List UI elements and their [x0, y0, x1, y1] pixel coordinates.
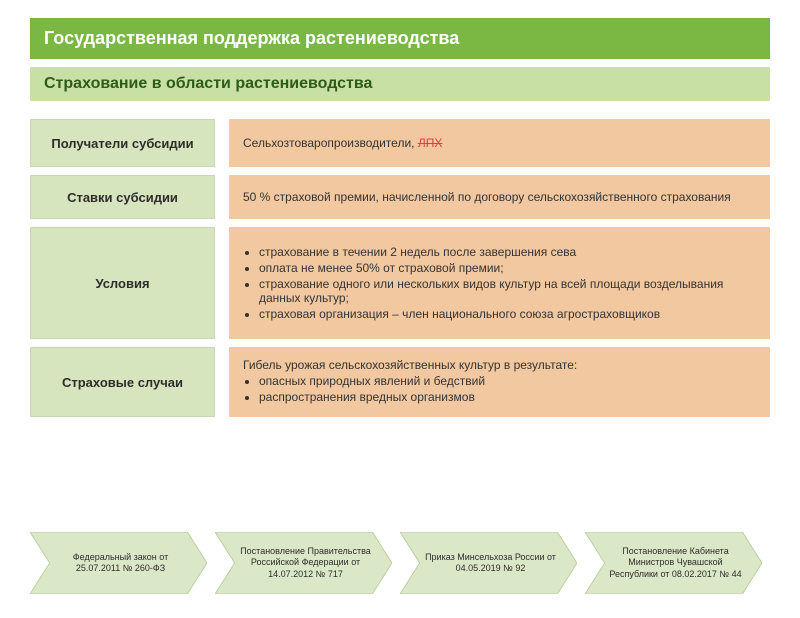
bullet-item: распространения вредных организмов	[259, 390, 756, 404]
row-label: Получатели субсидии	[30, 119, 215, 167]
bullet-item: оплата не менее 50% от страховой премии;	[259, 261, 756, 275]
legal-text: Федеральный закон от 25.07.2011 № 260-ФЗ	[30, 532, 207, 594]
legal-flow: Федеральный закон от 25.07.2011 № 260-ФЗ…	[30, 528, 770, 598]
row-content: Сельхозтоваропроизводители, ЛПХ	[229, 119, 770, 167]
info-row: Ставки субсидии 50 % страховой премии, на…	[30, 175, 770, 219]
page-title: Государственная поддержка растениеводств…	[30, 18, 770, 59]
legal-chevron: Постановление Кабинета Министров Чувашск…	[585, 532, 762, 594]
bullet-item: опасных природных явлений и бедствий	[259, 374, 756, 388]
bullet-item: страхование одного или нескольких видов …	[259, 277, 756, 305]
info-row: Условия страхование в течении 2 недель по…	[30, 227, 770, 339]
row-content: Гибель урожая сельскохозяйственных культ…	[229, 347, 770, 417]
row-text: 50 % страховой премии, начисленной по до…	[243, 190, 756, 204]
legal-chevron: Федеральный закон от 25.07.2011 № 260-ФЗ	[30, 532, 207, 594]
strike-text: ЛПХ	[418, 136, 443, 150]
legal-chevron: Постановление Правительства Российской Ф…	[215, 532, 392, 594]
row-label: Страховые случаи	[30, 347, 215, 417]
legal-chevron: Приказ Минсельхоза России от 04.05.2019 …	[400, 532, 577, 594]
page-subtitle: Страхование в области растениеводства	[30, 67, 770, 101]
row-label: Ставки субсидии	[30, 175, 215, 219]
row-text: Сельхозтоваропроизводители, ЛПХ	[243, 136, 756, 150]
legal-text: Постановление Правительства Российской Ф…	[215, 532, 392, 594]
info-rows: Получатели субсидии Сельхозтоваропроизвод…	[30, 119, 770, 417]
legal-text: Постановление Кабинета Министров Чувашск…	[585, 532, 762, 594]
row-content: страхование в течении 2 недель после зав…	[229, 227, 770, 339]
bullet-item: страхование в течении 2 недель после зав…	[259, 245, 756, 259]
row-label: Условия	[30, 227, 215, 339]
info-row: Получатели субсидии Сельхозтоваропроизвод…	[30, 119, 770, 167]
bullet-list: опасных природных явлений и бедствий расп…	[243, 372, 756, 406]
bullet-item: страховая организация – член национально…	[259, 307, 756, 321]
bullet-list: страхование в течении 2 недель после зав…	[243, 243, 756, 323]
info-row: Страховые случаи Гибель урожая сельскохоз…	[30, 347, 770, 417]
legal-text: Приказ Минсельхоза России от 04.05.2019 …	[400, 532, 577, 594]
row-content: 50 % страховой премии, начисленной по до…	[229, 175, 770, 219]
row-lead-text: Гибель урожая сельскохозяйственных культ…	[243, 358, 756, 372]
